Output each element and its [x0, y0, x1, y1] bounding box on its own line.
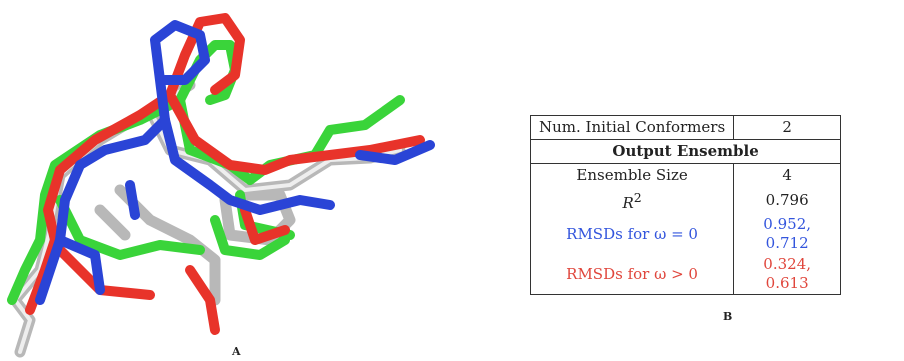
rmsd-omega-zero-value: 0.952, 0.712	[733, 214, 842, 254]
table-row: R2 0.796	[529, 187, 842, 214]
num-initial-conformers-value: 2	[733, 115, 842, 140]
results-table: Num. Initial Conformers 2 Output Ensembl…	[529, 115, 842, 295]
r-exponent: 2	[633, 190, 642, 205]
panel-b-label: B	[723, 310, 733, 323]
table-row: Ensemble Size 4	[529, 163, 842, 187]
blue-conformer	[35, 20, 435, 305]
rmsd-omega-positive-label: RMSDs for ω > 0	[529, 254, 734, 295]
ensemble-size-value: 4	[733, 163, 842, 187]
rmsd-omega-positive-value: 0.324, 0.613	[733, 254, 842, 295]
table-row: RMSDs for ω > 0 0.324, 0.613	[529, 254, 842, 295]
num-initial-conformers-label: Num. Initial Conformers	[529, 115, 735, 140]
molecular-structure-overlay	[7, 13, 435, 358]
rmsd-omega-zero-label: RMSDs for ω = 0	[529, 214, 734, 254]
r-symbol: R	[622, 194, 634, 212]
table-row: RMSDs for ω = 0 0.952, 0.712	[529, 214, 842, 254]
r-squared-label: R2	[529, 187, 734, 214]
output-ensemble-header: Output Ensemble	[529, 139, 842, 164]
table-section-header-row: Output Ensemble	[529, 139, 842, 164]
ensemble-size-label: Ensemble Size	[529, 163, 734, 187]
r-squared-value: 0.796	[733, 187, 842, 214]
table-row: Num. Initial Conformers 2	[529, 115, 842, 140]
panel-a-label: A	[232, 345, 241, 358]
